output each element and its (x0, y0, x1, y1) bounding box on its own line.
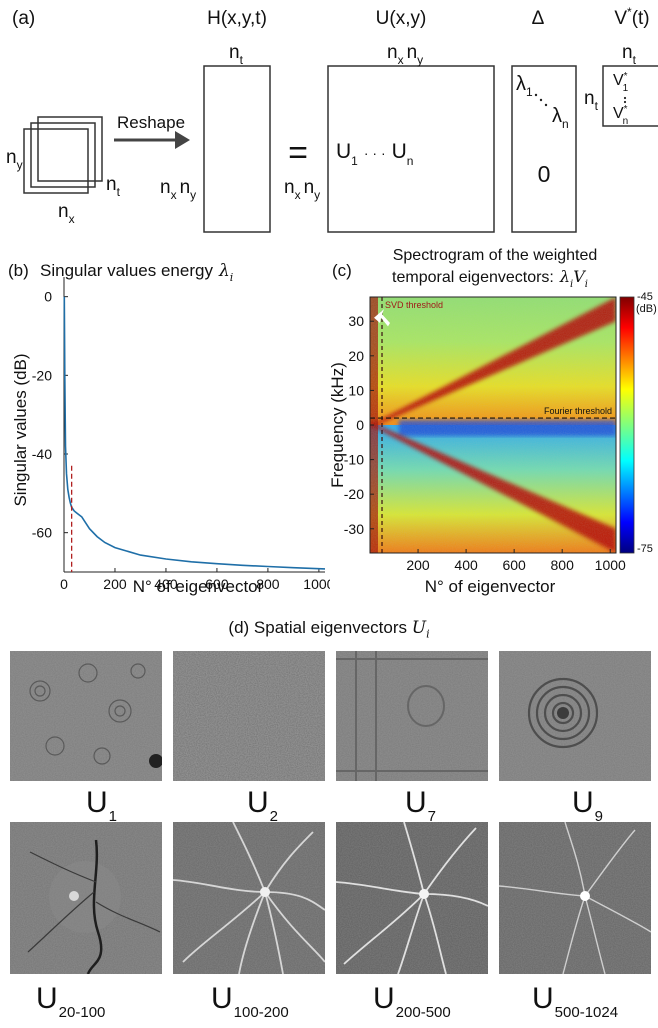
svd-arrow-icon (374, 309, 390, 327)
ny-label: ny (6, 147, 23, 172)
colorbar-min-label: -75 (637, 543, 653, 555)
b-x-tick-label: 0 (60, 576, 68, 592)
eigenvector-image-U7 (336, 651, 488, 781)
panel-b-label: (b) (8, 261, 29, 280)
panel-b-chart: (b) Singular values energy λi Singular va… (8, 261, 330, 596)
U-nxny-top: nx ny (387, 42, 423, 67)
Vn-label: V* n (613, 104, 628, 127)
b-y-tick-label: -60 (32, 525, 52, 541)
eigenvector-label-U500-1024: U500-1024 (532, 982, 619, 1022)
eigenvector-image-U9 (499, 651, 651, 781)
b-y-tick-label: -20 (32, 367, 52, 383)
U-title: U(x,y) (376, 8, 427, 29)
c-y-tick-label: -30 (344, 521, 364, 537)
zero-label: 0 (538, 161, 551, 187)
Delta-matrix (511, 65, 577, 233)
V-title: V*(t) (614, 5, 649, 29)
c-x-tick-label: 200 (406, 557, 430, 573)
eigenvector-label-U200-500: U200-500 (373, 982, 451, 1022)
eigenvector-image-U200-500 (336, 822, 488, 974)
panel-b-ylabel: Singular values (dB) (11, 353, 30, 506)
panel-c-label: (c) (332, 261, 352, 280)
b-x-tick-label: 800 (256, 576, 280, 592)
c-x-tick-label: 400 (454, 557, 478, 573)
panel-d-title: (d) Spatial eigenvectors Ui (0, 618, 658, 640)
U-nxny-left: nx ny (284, 177, 320, 202)
b-series-line (63, 296, 326, 570)
panel-b-xlabel: N° of eigenvector (133, 577, 264, 596)
nt-label-stack: nt (106, 174, 121, 199)
H-nxny-label: nx ny (160, 177, 196, 202)
panel-c-title-line2: temporal eigenvectors: λiVi (392, 267, 588, 290)
eigenvector-image-U500-1024 (499, 822, 651, 974)
b-y-tick-label: -40 (32, 446, 52, 462)
panel-a-diagram: (a) H(x,y,t) U(x,y) Δ V*(t) ny nt nx Res… (6, 5, 658, 233)
panel-d-title-math: Ui (411, 618, 430, 641)
c-y-tick-label: -10 (344, 452, 364, 468)
c-x-tick-label: 600 (502, 557, 526, 573)
eigenvector-label-U9: U9 (572, 786, 604, 826)
eigenvector-label-U1: U1 (86, 786, 118, 826)
panel-d-title-text: (d) Spatial eigenvectors (228, 618, 407, 637)
c-x-tick-label: 800 (551, 557, 575, 573)
reshape-label: Reshape (117, 113, 185, 132)
Delta-title: Δ (532, 8, 545, 29)
panel-b-title: Singular values energy λi (40, 261, 233, 284)
b-x-tick-label: 200 (103, 576, 127, 592)
equals-sign: = (288, 134, 308, 172)
panel-b-plot-area: 0 200 400 600 800 1000 0 -20 -40 -60 (32, 277, 330, 592)
U-matrix (327, 65, 495, 233)
eigenvector-label-U2: U2 (247, 786, 279, 826)
fourier-threshold-label: Fourier threshold (544, 406, 612, 416)
b-x-tick-label: 600 (205, 576, 229, 592)
nx-label-stack: nx (58, 201, 75, 226)
c-y-tick-label: 0 (356, 417, 364, 433)
panel-c-title-line1: Spectrogram of the weighted (393, 247, 598, 264)
eigenvector-label-U7: U7 (405, 786, 437, 826)
panel-c-ylabel: Frequency (kHz) (330, 362, 347, 488)
stacked-frames (23, 116, 103, 194)
eigenvector-label-U100-200: U100-200 (211, 982, 289, 1022)
spec-noise (370, 297, 616, 553)
lambda-1: λ1 (516, 73, 533, 99)
eigenvector-image-U2 (173, 651, 325, 781)
diagonal-dots (534, 93, 548, 107)
panel-c-chart: (c) Spectrogram of the weighted temporal… (330, 247, 657, 596)
panel-c-plot-area (370, 297, 616, 553)
b-x-tick-label: 1000 (303, 576, 330, 592)
c-y-tick-label: 10 (348, 382, 364, 398)
colorbar-unit-label: (dB) (636, 303, 657, 315)
V1-label: V* 1 (613, 71, 629, 94)
panel-c-xlabel: N° of eigenvector (425, 577, 556, 596)
c-y-tick-label: -20 (344, 486, 364, 502)
colorbar-max-label: -45 (637, 291, 653, 303)
b-y-tick-label: 0 (44, 289, 52, 305)
reshape-arrowhead (175, 131, 190, 149)
H-matrix (203, 65, 271, 233)
eigenvector-label-U20-100: U20-100 (36, 982, 106, 1022)
V-nt-top: nt (622, 42, 637, 67)
colorbar (619, 296, 635, 554)
lambda-n: λn (552, 105, 569, 131)
panel-a-label: (a) (12, 8, 35, 29)
V-matrix (602, 65, 658, 127)
H-nt-label: nt (229, 42, 244, 67)
c-y-tick-label: 20 (348, 348, 364, 364)
c-x-tick-label: 1000 (595, 557, 626, 573)
eigenvector-image-U1 (10, 651, 162, 781)
V-nt-left: nt (584, 88, 599, 113)
c-y-tick-label: 30 (348, 313, 364, 329)
U-columns-label: U1 · · · Un (336, 140, 413, 168)
b-x-tick-label: 400 (154, 576, 178, 592)
V-dots (623, 96, 627, 104)
eigenvector-image-U20-100 (10, 822, 162, 974)
eigenvector-image-U100-200 (173, 822, 325, 974)
svd-threshold-label: SVD threshold (385, 300, 443, 310)
H-title: H(x,y,t) (207, 8, 267, 29)
